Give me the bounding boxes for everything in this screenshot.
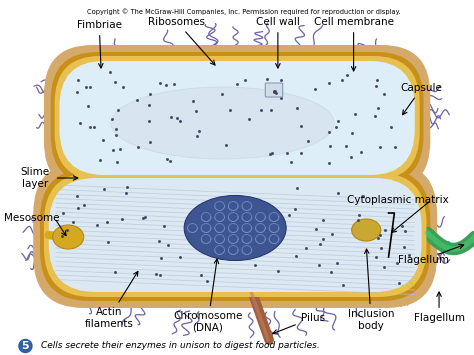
Text: Slime
layer: Slime layer xyxy=(20,167,50,189)
Text: Mesosome: Mesosome xyxy=(3,213,59,223)
FancyBboxPatch shape xyxy=(59,61,415,175)
Text: Flagellum: Flagellum xyxy=(413,292,465,323)
Text: 5: 5 xyxy=(22,341,29,351)
FancyBboxPatch shape xyxy=(44,173,427,297)
Ellipse shape xyxy=(352,219,381,241)
FancyBboxPatch shape xyxy=(49,178,421,292)
Text: Fimbriae: Fimbriae xyxy=(77,20,122,68)
FancyBboxPatch shape xyxy=(55,56,419,180)
Text: Cell membrane: Cell membrane xyxy=(314,17,393,71)
Ellipse shape xyxy=(111,87,334,159)
Text: Flagellum: Flagellum xyxy=(398,255,449,265)
Ellipse shape xyxy=(53,225,84,249)
FancyBboxPatch shape xyxy=(44,45,430,191)
Text: Inclusion
body: Inclusion body xyxy=(348,249,394,331)
Text: Copyright © The McGraw-Hill Companies, Inc. Permission required for reproduction: Copyright © The McGraw-Hill Companies, I… xyxy=(87,8,401,15)
FancyBboxPatch shape xyxy=(40,169,430,301)
Text: Capsule: Capsule xyxy=(401,83,443,115)
Text: Cell wall: Cell wall xyxy=(256,17,300,68)
FancyBboxPatch shape xyxy=(51,52,423,184)
Text: Ribosomes: Ribosomes xyxy=(148,17,215,65)
Text: Actin
filaments: Actin filaments xyxy=(84,272,138,329)
Ellipse shape xyxy=(184,196,286,261)
Text: Chromosome
(DNA): Chromosome (DNA) xyxy=(173,259,243,333)
Text: Pilus: Pilus xyxy=(273,313,325,334)
FancyBboxPatch shape xyxy=(33,162,437,308)
Text: Cells secrete their enzymes in unison to digest food particles.: Cells secrete their enzymes in unison to… xyxy=(41,342,320,350)
FancyBboxPatch shape xyxy=(265,83,283,97)
Text: Cytoplasmic matrix: Cytoplasmic matrix xyxy=(347,195,449,205)
